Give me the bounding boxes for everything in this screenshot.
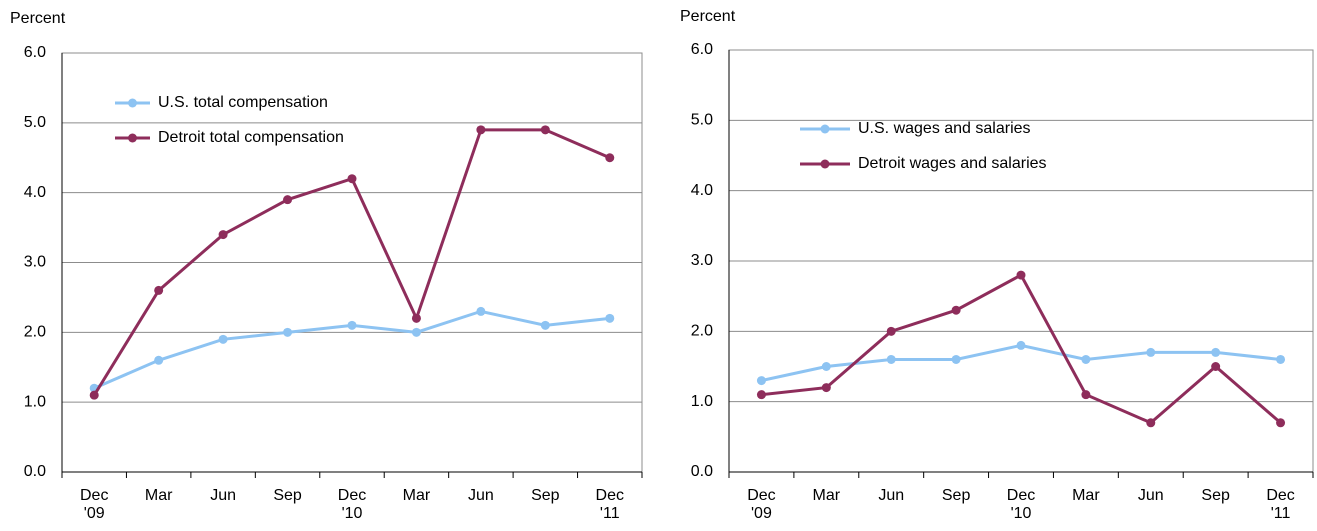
x-tick-label: Dec '10 — [1006, 487, 1036, 522]
marker — [756, 376, 766, 386]
x-tick-label: Mar — [1072, 487, 1100, 504]
marker — [1146, 418, 1156, 428]
marker — [1276, 418, 1286, 428]
x-tick-label: Sep — [531, 487, 560, 504]
x-tick-label: Jun — [467, 487, 494, 504]
x-tick-label: Jun — [210, 487, 236, 504]
legend-label: U.S. total compensation — [158, 94, 328, 111]
y-axis-label: Percent — [680, 8, 736, 25]
marker — [1276, 354, 1286, 364]
marker — [605, 153, 615, 163]
marker — [756, 390, 766, 400]
marker — [821, 362, 831, 371]
legend-marker — [128, 133, 137, 143]
marker — [1211, 347, 1221, 357]
marker — [1016, 270, 1026, 280]
y-tick-label: 6.0 — [691, 41, 713, 58]
legend-label: Detroit wages and salaries — [858, 155, 1047, 172]
x-tick-label: Sep — [1201, 487, 1230, 504]
marker — [1081, 390, 1091, 400]
marker — [411, 313, 421, 323]
marker — [540, 125, 550, 135]
marker — [951, 354, 961, 364]
marker — [605, 313, 615, 323]
y-tick-label: 1.0 — [691, 393, 713, 410]
x-tick-label: Dec '10 — [337, 487, 367, 522]
legend-marker — [820, 124, 830, 134]
x-tick-label: Mar — [812, 487, 841, 504]
marker — [218, 334, 228, 344]
y-tick-label: 2.0 — [24, 324, 46, 341]
legend-marker — [820, 159, 830, 169]
marker — [283, 327, 293, 337]
x-tick-label: Dec '09 — [79, 487, 109, 522]
y-tick-label: 2.0 — [691, 323, 713, 340]
y-tick-label: 5.0 — [24, 114, 46, 131]
marker — [951, 305, 961, 315]
marker — [476, 125, 486, 135]
marker — [283, 195, 293, 205]
y-tick-label: 1.0 — [24, 393, 46, 410]
marker — [1081, 354, 1091, 364]
marker — [1146, 347, 1156, 357]
marker — [886, 326, 896, 336]
x-tick-label: Sep — [941, 487, 971, 504]
y-tick-label: 0.0 — [24, 463, 46, 480]
x-tick-label: Dec '11 — [595, 487, 624, 522]
legend-label: Detroit total compensation — [158, 129, 344, 146]
marker — [347, 174, 357, 184]
x-tick-label: Jun — [1137, 487, 1164, 504]
marker — [1211, 362, 1221, 371]
y-axis-label: Percent — [10, 10, 66, 27]
marker — [1016, 340, 1026, 350]
marker — [540, 320, 550, 330]
marker — [347, 320, 357, 330]
y-tick-label: 3.0 — [691, 252, 713, 269]
marker — [821, 383, 831, 393]
marker — [154, 355, 164, 365]
x-tick-label: Sep — [273, 487, 302, 504]
x-tick-label: Dec '09 — [747, 487, 776, 522]
x-tick-label: Dec '11 — [1266, 487, 1295, 522]
marker — [886, 354, 896, 364]
marker — [89, 390, 99, 400]
y-tick-label: 3.0 — [24, 254, 46, 271]
y-tick-label: 0.0 — [691, 463, 713, 480]
marker — [476, 306, 486, 316]
marker — [218, 230, 228, 240]
y-tick-label: 5.0 — [691, 112, 713, 129]
y-tick-label: 4.0 — [691, 182, 713, 199]
y-tick-label: 4.0 — [24, 184, 46, 201]
marker — [411, 327, 421, 337]
legend-marker — [128, 98, 137, 108]
y-tick-label: 6.0 — [24, 44, 46, 61]
x-tick-label: Jun — [878, 487, 905, 504]
x-tick-label: Mar — [144, 487, 173, 504]
x-tick-label: Mar — [402, 487, 431, 504]
legend-label: U.S. wages and salaries — [858, 120, 1031, 137]
marker — [154, 285, 164, 295]
